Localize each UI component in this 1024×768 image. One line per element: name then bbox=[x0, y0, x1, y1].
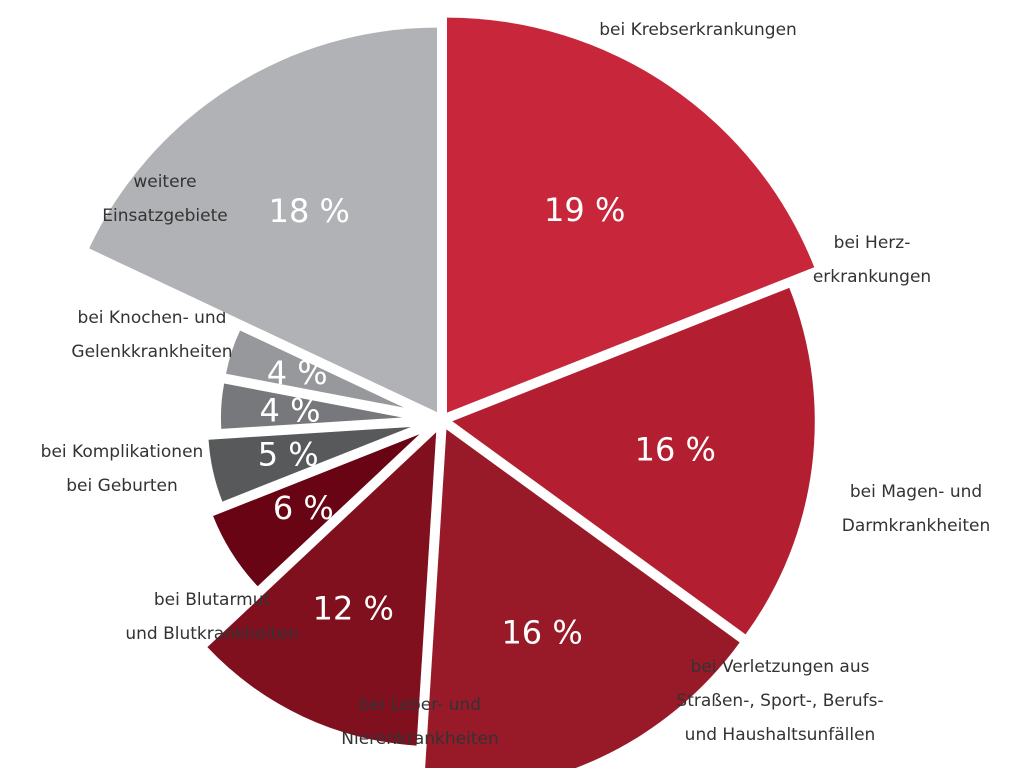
slice-value-label: 19 % bbox=[544, 191, 625, 229]
slice-category-label-line: bei Krebserkrankungen bbox=[599, 20, 797, 40]
slice-category-label: bei Krebserkrankungen bbox=[599, 20, 797, 40]
slice-category-label: bei Knochen- und Gelenkkrankheiten bbox=[71, 308, 232, 362]
slice-value-label: 4 % bbox=[267, 354, 328, 392]
slice-value-label: 16 % bbox=[635, 431, 716, 469]
slice-value-label: 4 % bbox=[260, 391, 321, 429]
pie-slice bbox=[89, 27, 437, 413]
slice-category-label-line: Einsatzgebiete bbox=[102, 206, 227, 226]
slice-category-label-line: und Blutkrankheiten bbox=[125, 624, 298, 644]
slice-category-label-line: bei Magen- und bbox=[850, 482, 982, 502]
slice-value-label: 18 % bbox=[269, 192, 350, 230]
slice-category-label: bei Komplikationen bei Geburten bbox=[41, 442, 204, 496]
slice-category-label-line: bei Geburten bbox=[66, 476, 177, 496]
slice-category-label-line: erkrankungen bbox=[813, 267, 931, 287]
pie-slice bbox=[452, 287, 815, 635]
slice-category-label: bei Blutarmut und Blutkrankheiten bbox=[125, 590, 298, 644]
pie-slice bbox=[226, 330, 405, 408]
slice-value-label: 16 % bbox=[501, 614, 582, 652]
slice-category-label: weitere Einsatzgebiete bbox=[102, 172, 227, 226]
pie-slice bbox=[207, 432, 437, 746]
pie-slice bbox=[447, 17, 815, 413]
pie-slice bbox=[208, 426, 411, 502]
slice-category-label: bei Magen- und Darmkrankheiten bbox=[842, 482, 990, 536]
slice-category-label-line: Nierenkrankheiten bbox=[341, 729, 498, 749]
pie-slice bbox=[213, 434, 420, 587]
slice-value-label: 6 % bbox=[273, 489, 334, 527]
slice-category-label: bei Leber- und Nierenkrankheiten bbox=[341, 695, 498, 749]
slice-value-label: 12 % bbox=[313, 589, 394, 627]
slice-category-label-line: bei Knochen- und bbox=[78, 308, 227, 328]
slice-category-label: bei Verletzungen aus Straßen-, Sport-, Be… bbox=[676, 657, 883, 745]
slice-category-label-line: und Haushaltsunfällen bbox=[685, 725, 876, 745]
slice-category-label-line: bei Herz- bbox=[834, 233, 911, 253]
slice-category-label-line: Gelenkkrankheiten bbox=[71, 342, 232, 362]
slice-value-label: 5 % bbox=[258, 435, 319, 473]
slice-category-label-line: bei Leber- und bbox=[359, 695, 481, 715]
slice-category-label-line: weitere bbox=[133, 172, 196, 192]
pie-slice bbox=[220, 383, 403, 429]
pie-slice bbox=[425, 429, 740, 768]
slice-category-label: bei Herz-erkrankungen bbox=[813, 233, 931, 287]
slice-category-label-line: Darmkrankheiten bbox=[842, 516, 990, 536]
slice-category-label-line: bei Blutarmut bbox=[154, 590, 271, 610]
slice-category-label-line: bei Komplikationen bbox=[41, 442, 204, 462]
slice-category-label-line: Straßen-, Sport-, Berufs- bbox=[676, 691, 883, 711]
slice-category-label-line: bei Verletzungen aus bbox=[691, 657, 870, 677]
